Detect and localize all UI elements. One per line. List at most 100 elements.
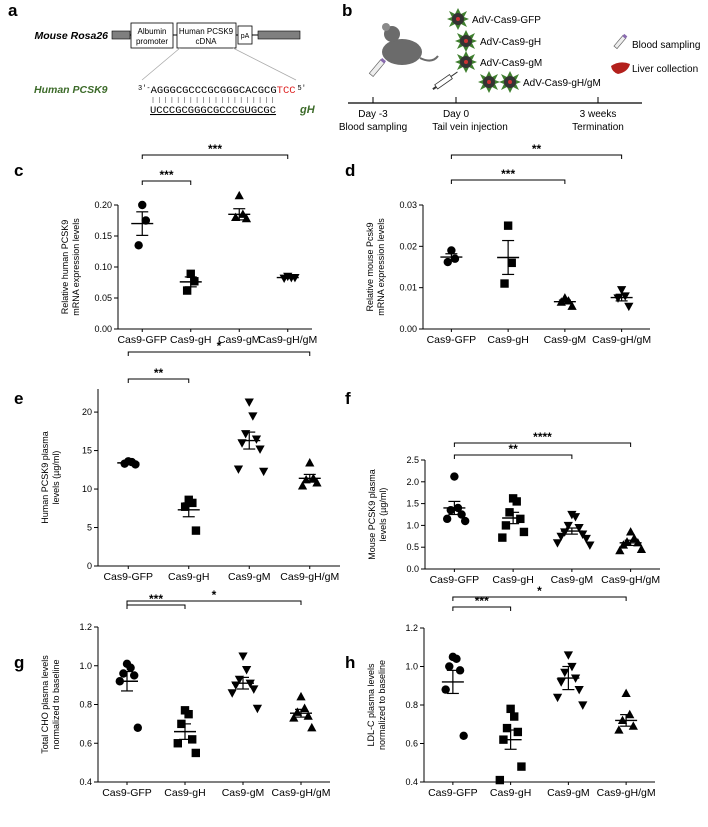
data-point [173,739,182,748]
data-point [615,545,625,555]
data-point [231,212,241,221]
panel-letter: g [14,653,24,672]
mouse-icon [382,23,390,31]
data-point [512,497,521,506]
timepoint-label: 3 weeks [580,109,617,120]
panel-letter: b [342,1,352,20]
error-bar [237,676,249,690]
liver-icon [611,62,630,74]
y-tick-label: 0.20 [94,200,112,210]
y-tick-label: 1.5 [406,499,419,509]
y-axis-label-line: levels (µg/ml) [378,488,388,542]
data-point [182,286,192,295]
y-tick-label: 0.15 [94,231,112,241]
y-tick-label: 10 [82,484,92,494]
y-tick-label: 0.10 [94,262,112,272]
data-point [567,662,577,672]
timepoint-event: Termination [572,122,624,133]
timepoint-label: Day 0 [443,109,470,120]
data-point [578,701,588,710]
y-tick-label: 15 [82,446,92,456]
panel-letter: f [345,389,351,408]
y-axis-label-line: mRNA expression levels [376,218,386,316]
panel-letter: c [14,161,23,180]
box-label: cDNA [196,37,218,46]
error-bar [446,669,459,695]
data-point [441,685,450,694]
y-tick-label: 0.00 [94,324,112,334]
error-bar [243,431,256,450]
y-tick-label: 0.02 [399,241,417,251]
data-point [570,513,581,522]
data-point [450,254,460,263]
data-point [305,458,315,467]
tube-icon [613,33,628,50]
data-point [255,445,265,454]
data-point [141,216,151,225]
data-point [126,663,135,672]
panel-letter: d [345,161,355,180]
y-axis-label-line: normalized to baseline [51,659,61,749]
error-bar [136,211,149,236]
y-tick-label: 1.0 [405,662,418,672]
significance-label: *** [208,142,222,156]
data-point [297,481,308,490]
y-tick-label: 0.03 [399,200,417,210]
error-bar [121,670,133,692]
y-tick-label: 0 [87,561,92,571]
x-tick-label: Cas9-GFP [427,334,477,346]
y-axis-label-line: Relative human PCSK9 [60,220,70,315]
data-point [506,704,515,714]
data-point [459,731,468,740]
data-point [188,735,197,744]
locus-label: Mouse Rosa26 [34,30,108,42]
prime: 3'- [138,85,151,93]
y-tick-label: 0.6 [79,738,92,748]
data-point [119,669,128,678]
polya-box [237,25,253,45]
data-point [624,302,634,312]
data-point [445,662,454,671]
y-tick-label: 0.4 [405,777,418,787]
x-tick-label: Cas9-gH [168,571,209,583]
panel-letter: e [14,389,23,408]
y-axis-label-line: Relative mouse Pcsk9 [365,222,375,311]
data-point [233,465,244,474]
x-tick-label: Cas9-gM [222,787,265,799]
significance-label: ** [532,142,542,156]
x-tick-label: Cas9-gH/gM [280,571,339,583]
base-pairing [152,97,274,103]
sequence: AGGGCGCCCGCGGGCACGCG [151,85,277,97]
homology-arm [257,30,301,40]
significance-label: *** [475,594,489,608]
legend-label: Liver collection [632,64,698,75]
y-axis-label-line: Human PCSK9 plasma [40,431,50,524]
promoter-box [130,22,174,49]
x-tick-label: Cas9-GFP [428,787,478,799]
error-bar [507,511,520,525]
data-point [249,685,259,694]
y-axis-label: Human PCSK9 plasmalevels (µg/ml) [40,431,61,524]
x-tick-label: Cas9-gH/gM [601,574,660,586]
data-point [500,279,509,288]
data-point [617,286,627,295]
x-tick-label: Cas9-gH/gM [597,787,656,799]
data-point [574,686,584,695]
error-bar [562,665,575,691]
data-point [507,258,516,268]
significance-bracket [127,351,311,356]
data-point [248,412,258,421]
x-tick-label: Cas9-GFP [103,571,153,583]
data-point [301,474,311,484]
data-point [552,693,563,703]
data-point [307,722,317,732]
zoom-line [232,47,297,81]
error-bar [295,708,307,718]
panel-letter: h [345,653,355,672]
x-tick-label: Cas9-gH [487,334,528,346]
virus-icon [455,51,477,73]
data-point [289,713,299,722]
significance-label: * [537,584,542,598]
data-point [443,257,452,267]
error-bar [624,539,637,547]
